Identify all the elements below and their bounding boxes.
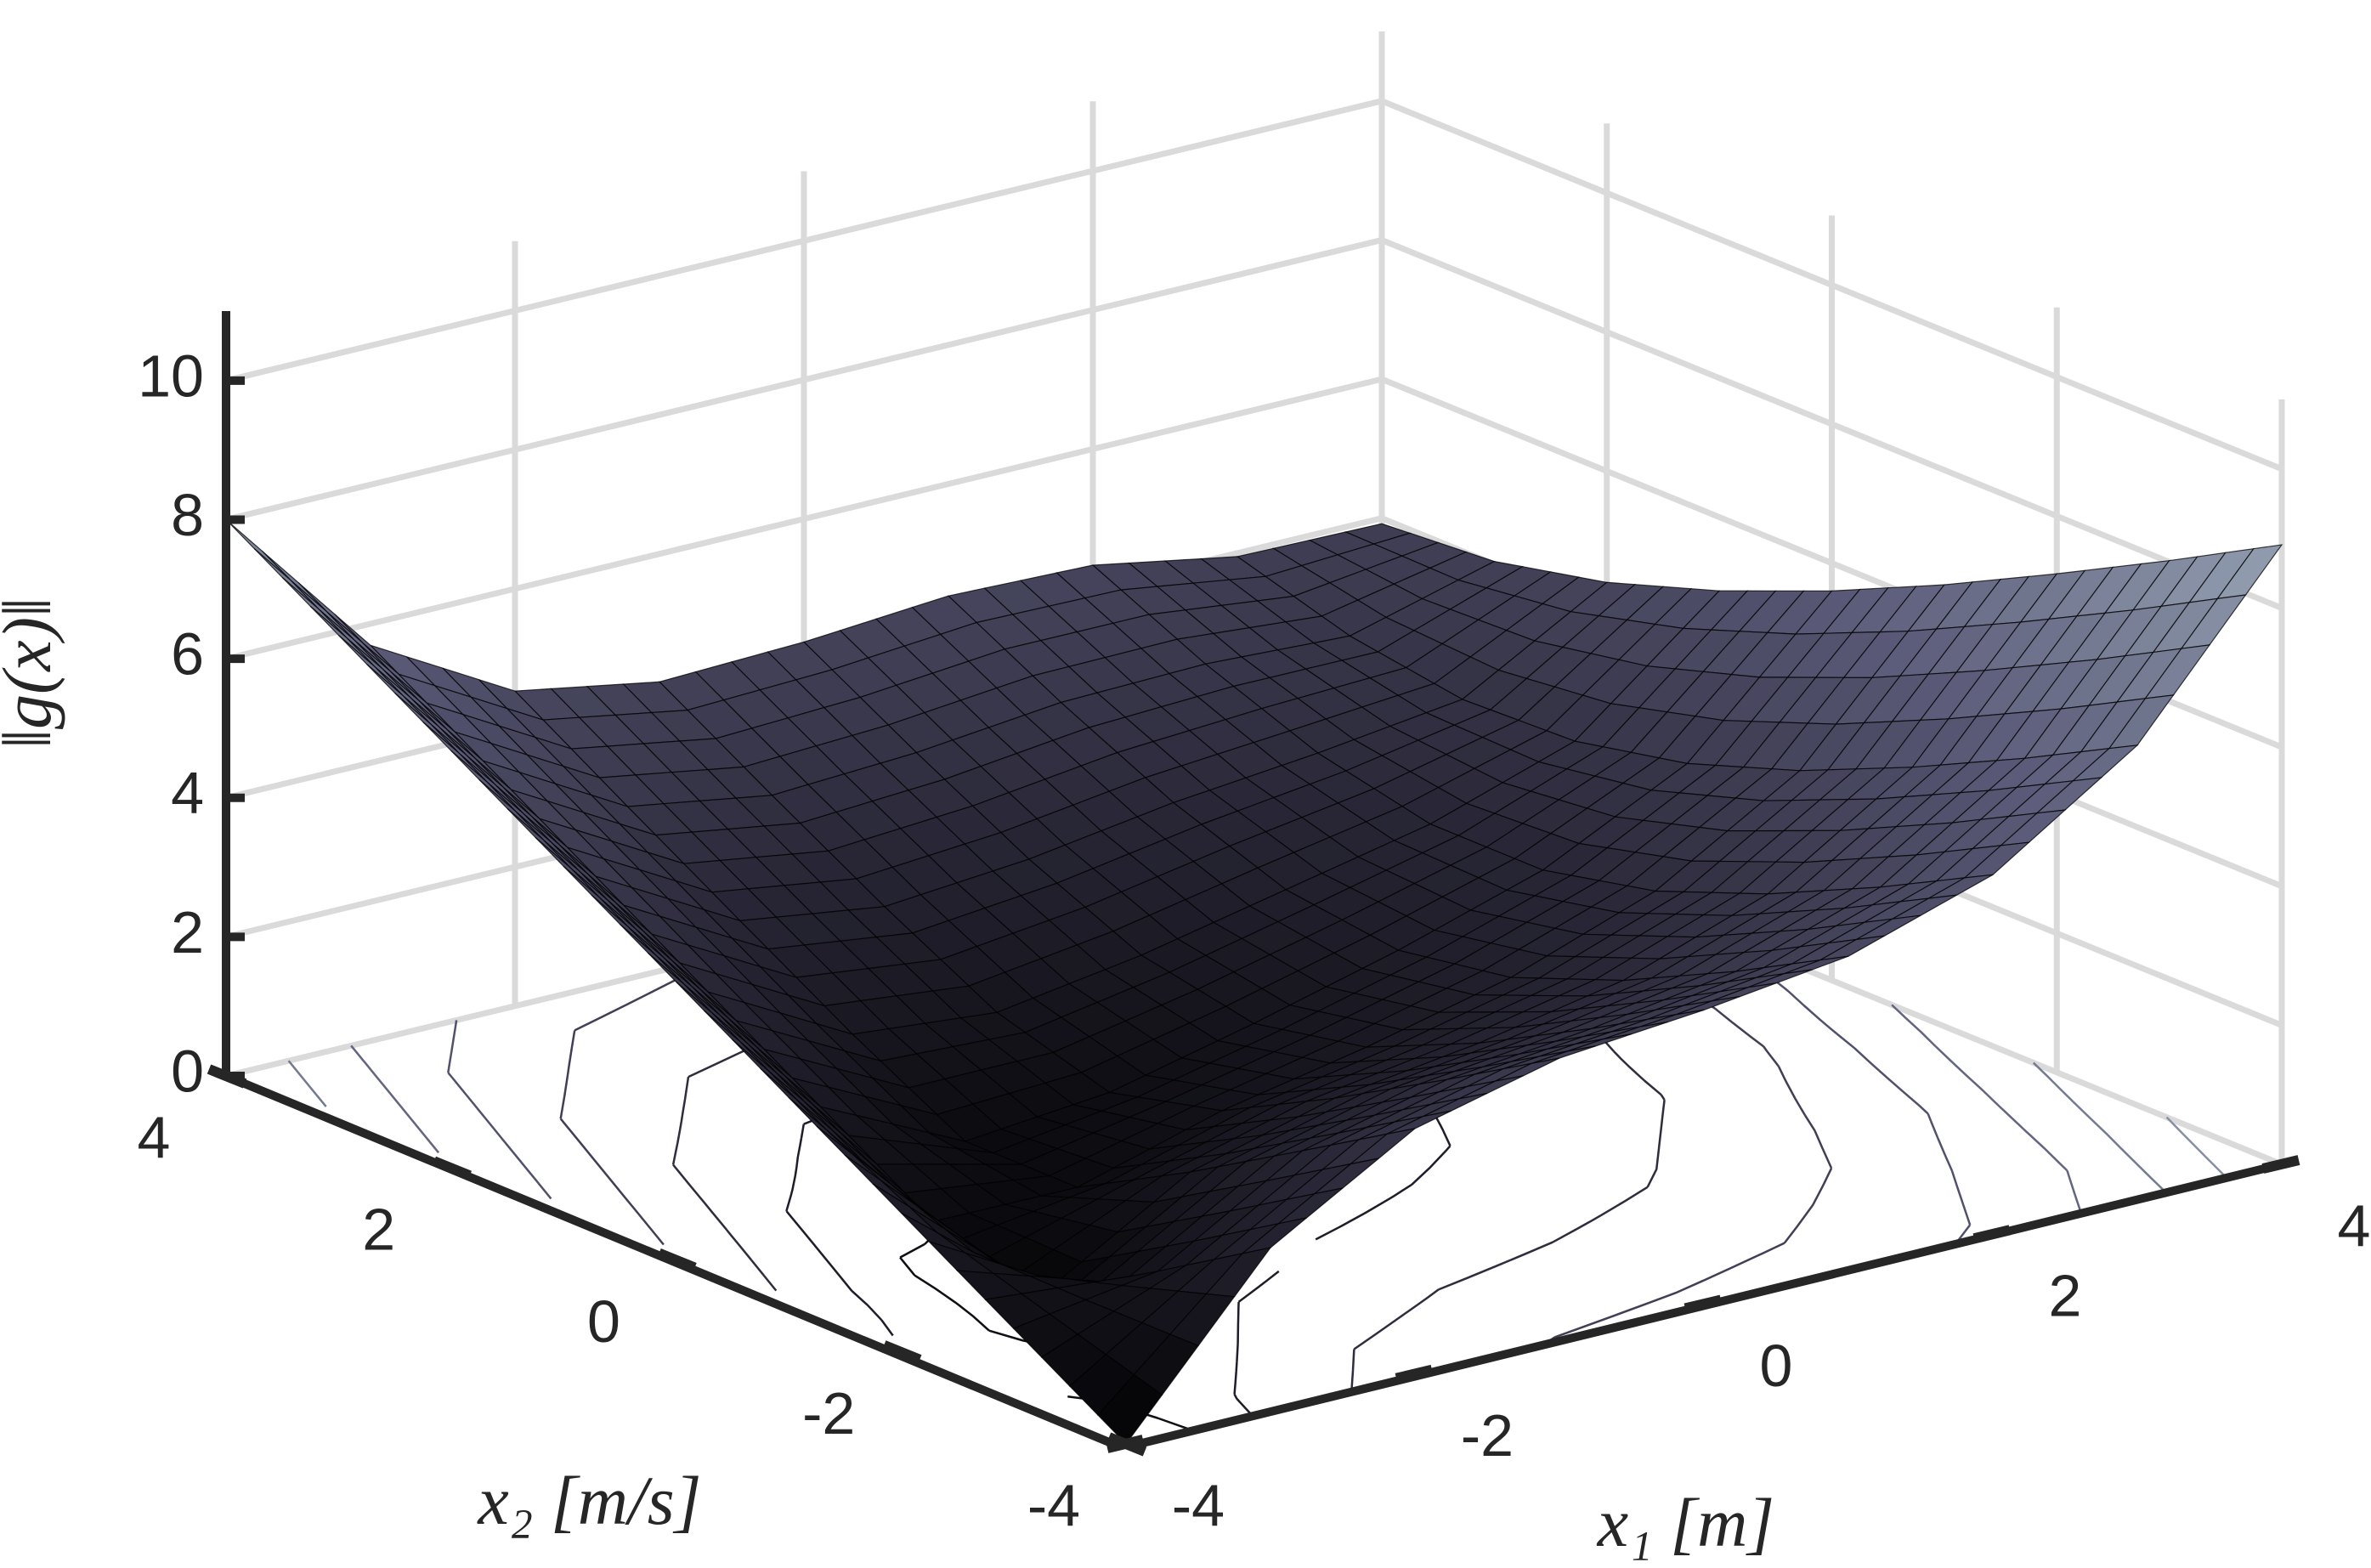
z-axis-label: ‖g(x)‖ xyxy=(0,597,65,749)
grid-line xyxy=(225,376,1383,662)
z-tick-label: 6 xyxy=(171,621,204,688)
y-tick xyxy=(207,1064,247,1089)
y-tick-label: 2 xyxy=(362,1197,395,1263)
x-tick-label: 4 xyxy=(2338,1192,2371,1259)
contour-line xyxy=(350,1004,2082,1214)
axes: 0 2 4 6 8 10 -4 -2 0 2 4 -4 -2 0 2 4 xyxy=(138,311,2371,1538)
x-tick-label: 0 xyxy=(1760,1333,1793,1399)
z-tick-label: 0 xyxy=(171,1038,204,1104)
x-tick-label: -4 xyxy=(1172,1472,1225,1538)
y-axis-label: x₂ [m/s] xyxy=(477,1462,701,1539)
x-tick xyxy=(2261,1155,2300,1174)
surface-patch xyxy=(1097,1373,1163,1445)
x-tick xyxy=(1106,1435,1145,1453)
y-tick-label: 4 xyxy=(138,1104,171,1170)
y-tick xyxy=(432,1156,473,1180)
y-tick xyxy=(657,1248,697,1273)
z-tick-label: 10 xyxy=(138,342,204,409)
y-tick xyxy=(881,1340,922,1365)
x-tick-label: 2 xyxy=(2049,1263,2082,1329)
grid-line xyxy=(225,98,1383,384)
z-tick-label: 2 xyxy=(171,899,204,965)
x-tick xyxy=(1395,1364,1434,1384)
y-tick-label: -4 xyxy=(1027,1472,1080,1538)
x-tick-label: -2 xyxy=(1461,1402,1514,1469)
x-tick xyxy=(1683,1294,1723,1314)
x-tick xyxy=(1972,1225,2012,1244)
grid-line xyxy=(1380,237,2283,611)
grid-line xyxy=(225,237,1383,523)
grid-line xyxy=(1380,98,2283,473)
y-tick-label: -2 xyxy=(802,1380,855,1446)
contour-line xyxy=(287,1060,2167,1193)
z-tick-label: 4 xyxy=(171,760,204,826)
surface xyxy=(225,519,2283,1445)
z-tick-label: 8 xyxy=(171,482,204,548)
y-tick-label: 0 xyxy=(587,1288,620,1355)
contour-line xyxy=(2165,1116,2227,1179)
x-axis-label: x₁ [m] xyxy=(1597,1484,1774,1561)
